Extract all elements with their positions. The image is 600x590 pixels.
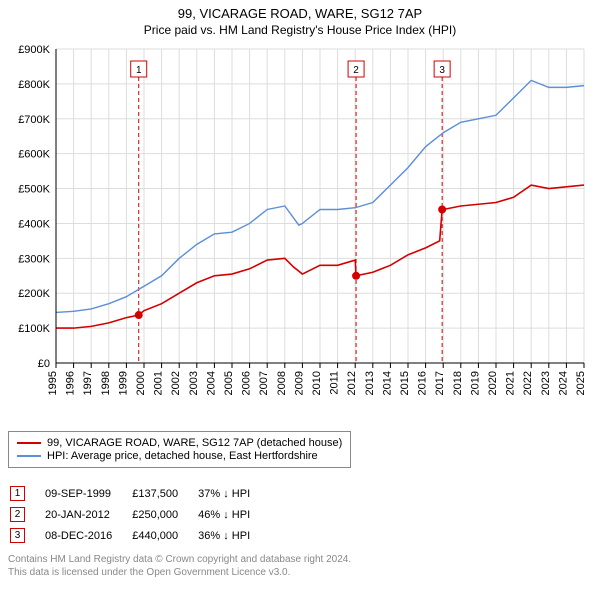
sale-marker: 1 xyxy=(10,486,25,501)
svg-text:1997: 1997 xyxy=(82,371,94,395)
footer-line1: Contains HM Land Registry data © Crown c… xyxy=(8,553,592,566)
svg-text:2021: 2021 xyxy=(505,371,517,395)
legend-row: 99, VICARAGE ROAD, WARE, SG12 7AP (detac… xyxy=(17,437,342,449)
svg-text:2003: 2003 xyxy=(188,371,200,395)
svg-text:2009: 2009 xyxy=(293,371,305,395)
svg-text:2010: 2010 xyxy=(311,371,323,395)
svg-text:2004: 2004 xyxy=(205,371,217,395)
svg-text:2005: 2005 xyxy=(223,371,235,395)
svg-text:2018: 2018 xyxy=(452,371,464,395)
svg-text:2020: 2020 xyxy=(487,371,499,395)
svg-text:£500K: £500K xyxy=(18,184,50,196)
svg-text:1: 1 xyxy=(136,65,142,76)
table-row: 2 20-JAN-2012£250,00046% ↓ HPI xyxy=(10,505,268,524)
sale-marker: 2 xyxy=(10,507,25,522)
svg-text:1998: 1998 xyxy=(100,371,112,395)
svg-text:2011: 2011 xyxy=(329,371,341,395)
svg-text:2024: 2024 xyxy=(557,371,569,395)
sale-price: £440,000 xyxy=(132,526,196,545)
svg-text:2008: 2008 xyxy=(276,371,288,395)
svg-text:2023: 2023 xyxy=(540,371,552,395)
sale-date: 09-SEP-1999 xyxy=(45,484,130,503)
legend-label: 99, VICARAGE ROAD, WARE, SG12 7AP (detac… xyxy=(47,437,342,449)
svg-text:2022: 2022 xyxy=(522,371,534,395)
svg-text:£600K: £600K xyxy=(18,149,50,161)
svg-text:2002: 2002 xyxy=(170,371,182,395)
svg-text:£400K: £400K xyxy=(18,218,50,230)
svg-text:3: 3 xyxy=(439,65,445,76)
svg-text:£700K: £700K xyxy=(18,114,50,126)
svg-text:£0: £0 xyxy=(38,358,50,370)
svg-text:2: 2 xyxy=(353,65,359,76)
sales-table: 1 09-SEP-1999£137,50037% ↓ HPI 2 20-JAN-201… xyxy=(8,482,270,547)
chart: £0 £100K £200K £300K £400K £500K £600K £700K £80… xyxy=(8,43,592,423)
svg-text:2013: 2013 xyxy=(364,371,376,395)
svg-text:2019: 2019 xyxy=(469,371,481,395)
svg-text:2006: 2006 xyxy=(241,371,253,395)
sale-marker: 3 xyxy=(10,528,25,543)
sale-price: £250,000 xyxy=(132,505,196,524)
svg-text:£300K: £300K xyxy=(18,253,50,265)
footer: Contains HM Land Registry data © Crown c… xyxy=(8,553,592,579)
svg-text:£800K: £800K xyxy=(18,79,50,91)
page-subtitle: Price paid vs. HM Land Registry's House … xyxy=(8,23,592,37)
svg-text:1995: 1995 xyxy=(47,371,59,395)
svg-text:£900K: £900K xyxy=(18,44,50,56)
legend-label: HPI: Average price, detached house, East… xyxy=(47,450,318,462)
svg-text:2007: 2007 xyxy=(258,371,270,395)
svg-text:1996: 1996 xyxy=(65,371,77,395)
page-title: 99, VICARAGE ROAD, WARE, SG12 7AP xyxy=(8,6,592,21)
svg-text:2001: 2001 xyxy=(153,371,165,395)
legend-swatch xyxy=(17,442,41,444)
sale-date: 08-DEC-2016 xyxy=(45,526,130,545)
svg-text:2000: 2000 xyxy=(135,371,147,395)
sale-date: 20-JAN-2012 xyxy=(45,505,130,524)
svg-text:2025: 2025 xyxy=(575,371,587,395)
legend-row: HPI: Average price, detached house, East… xyxy=(17,450,342,462)
legend-swatch xyxy=(17,455,41,457)
svg-text:2014: 2014 xyxy=(381,371,393,395)
svg-text:2016: 2016 xyxy=(417,371,429,395)
sale-price: £137,500 xyxy=(132,484,196,503)
table-row: 3 08-DEC-2016£440,00036% ↓ HPI xyxy=(10,526,268,545)
legend: 99, VICARAGE ROAD, WARE, SG12 7AP (detac… xyxy=(8,431,351,468)
svg-text:2015: 2015 xyxy=(399,371,411,395)
svg-text:1999: 1999 xyxy=(117,371,129,395)
chart-svg: £0 £100K £200K £300K £400K £500K £600K £700K £80… xyxy=(8,43,588,423)
svg-text:£100K: £100K xyxy=(18,323,50,335)
svg-text:£200K: £200K xyxy=(18,288,50,300)
sale-diff: 37% ↓ HPI xyxy=(198,484,268,503)
svg-text:2017: 2017 xyxy=(434,371,446,395)
sale-diff: 36% ↓ HPI xyxy=(198,526,268,545)
sale-diff: 46% ↓ HPI xyxy=(198,505,268,524)
svg-text:2012: 2012 xyxy=(346,371,358,395)
footer-line2: This data is licensed under the Open Gov… xyxy=(8,566,592,579)
table-row: 1 09-SEP-1999£137,50037% ↓ HPI xyxy=(10,484,268,503)
